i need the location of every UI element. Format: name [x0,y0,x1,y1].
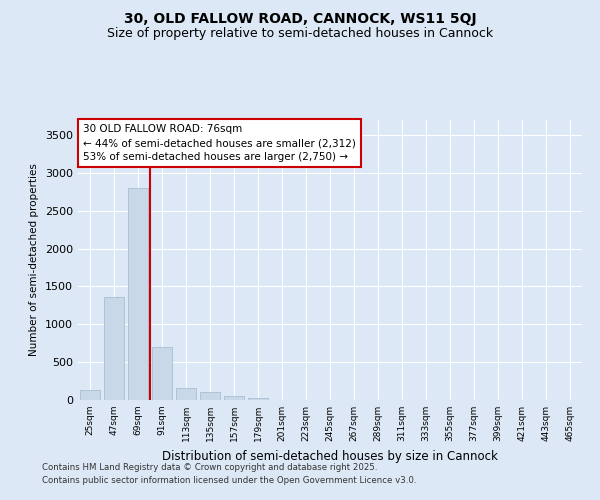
Bar [80,390,100,400]
Bar [200,392,220,400]
X-axis label: Distribution of semi-detached houses by size in Cannock: Distribution of semi-detached houses by … [162,450,498,462]
Y-axis label: Number of semi-detached properties: Number of semi-detached properties [29,164,40,356]
Bar [128,188,148,400]
Bar [152,347,172,400]
Text: Size of property relative to semi-detached houses in Cannock: Size of property relative to semi-detach… [107,28,493,40]
Bar [176,388,196,400]
Text: 30, OLD FALLOW ROAD, CANNOCK, WS11 5QJ: 30, OLD FALLOW ROAD, CANNOCK, WS11 5QJ [124,12,476,26]
Text: Contains HM Land Registry data © Crown copyright and database right 2025.: Contains HM Land Registry data © Crown c… [42,462,377,471]
Bar [248,398,268,400]
Text: Contains public sector information licensed under the Open Government Licence v3: Contains public sector information licen… [42,476,416,485]
Bar [104,297,124,400]
Bar [224,396,244,400]
Text: 30 OLD FALLOW ROAD: 76sqm
← 44% of semi-detached houses are smaller (2,312)
53% : 30 OLD FALLOW ROAD: 76sqm ← 44% of semi-… [83,124,356,162]
